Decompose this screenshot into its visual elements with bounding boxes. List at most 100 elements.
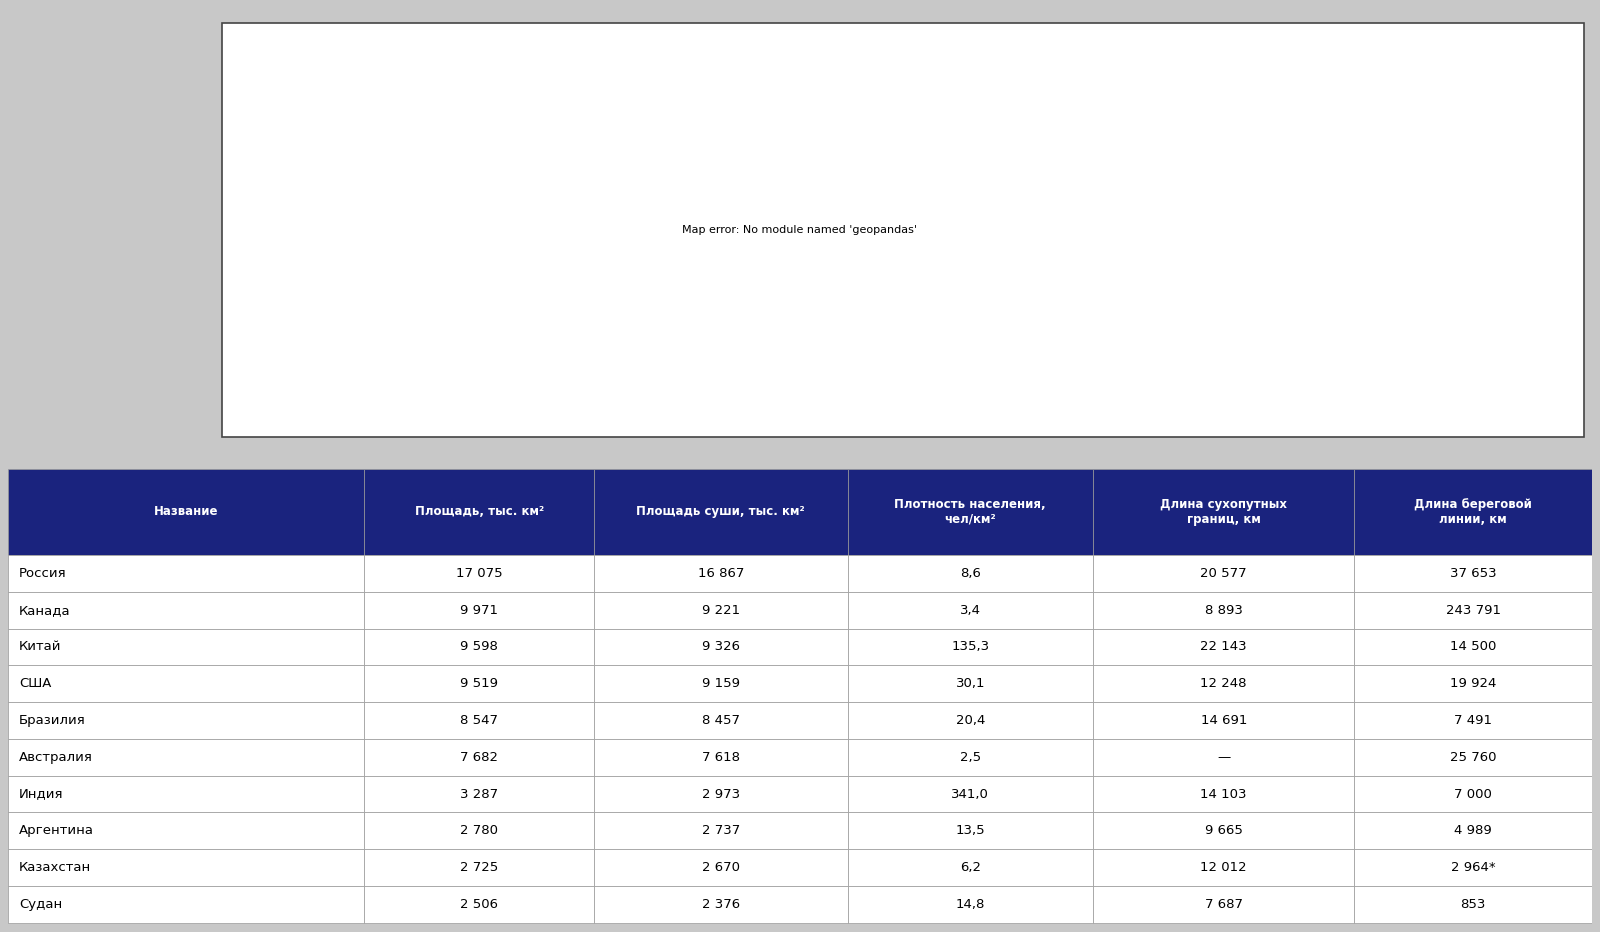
Text: Россия: Россия	[19, 567, 67, 580]
Bar	[365, 849, 594, 886]
Text: 7 491: 7 491	[1454, 714, 1493, 727]
Text: 25 760: 25 760	[1450, 751, 1496, 763]
Text: 4 989: 4 989	[1454, 824, 1493, 837]
Bar	[1093, 886, 1355, 923]
Text: 7 618: 7 618	[702, 751, 739, 763]
Text: 2 780: 2 780	[461, 824, 498, 837]
Bar	[365, 775, 594, 813]
Text: 37 653: 37 653	[1450, 567, 1496, 580]
Text: 8 893: 8 893	[1205, 604, 1243, 617]
Text: 12 012: 12 012	[1200, 861, 1246, 874]
Bar	[848, 555, 1093, 592]
Bar	[8, 886, 365, 923]
Bar	[594, 702, 848, 739]
Bar	[365, 702, 594, 739]
Text: 243 791: 243 791	[1446, 604, 1501, 617]
Bar	[1354, 739, 1592, 775]
Bar	[1354, 628, 1592, 665]
Bar	[8, 702, 365, 739]
Bar	[365, 665, 594, 702]
Bar	[365, 592, 594, 628]
Text: 2 376: 2 376	[702, 898, 739, 911]
Text: 2 737: 2 737	[702, 824, 739, 837]
Bar	[8, 469, 365, 555]
Bar	[1093, 775, 1355, 813]
Bar	[8, 628, 365, 665]
Text: 853: 853	[1461, 898, 1486, 911]
Bar	[594, 739, 848, 775]
Bar	[1093, 469, 1355, 555]
Text: 3 287: 3 287	[461, 788, 498, 801]
Text: 14 691: 14 691	[1200, 714, 1246, 727]
Bar	[1354, 555, 1592, 592]
Text: 2 670: 2 670	[702, 861, 739, 874]
Bar	[848, 739, 1093, 775]
Bar	[1354, 775, 1592, 813]
Bar	[848, 469, 1093, 555]
Text: Судан: Судан	[19, 898, 62, 911]
Bar	[848, 886, 1093, 923]
Text: 8,6: 8,6	[960, 567, 981, 580]
Text: 9 326: 9 326	[702, 640, 739, 653]
Bar	[848, 628, 1093, 665]
Text: Бразилия: Бразилия	[19, 714, 86, 727]
Bar	[365, 469, 594, 555]
Bar	[594, 628, 848, 665]
Bar	[1354, 849, 1592, 886]
Bar	[1354, 702, 1592, 739]
Bar	[848, 665, 1093, 702]
Text: 20 577: 20 577	[1200, 567, 1246, 580]
Bar	[594, 775, 848, 813]
Bar	[1093, 739, 1355, 775]
Text: Площадь суши, тыс. км²: Площадь суши, тыс. км²	[637, 505, 805, 518]
Text: 20,4: 20,4	[955, 714, 986, 727]
Text: 7 000: 7 000	[1454, 788, 1493, 801]
Text: 6,2: 6,2	[960, 861, 981, 874]
Bar	[594, 469, 848, 555]
Text: 12 248: 12 248	[1200, 678, 1246, 691]
Bar	[1354, 665, 1592, 702]
Bar	[594, 813, 848, 849]
Text: 9 971: 9 971	[461, 604, 498, 617]
Text: 9 598: 9 598	[461, 640, 498, 653]
Text: 3,4: 3,4	[960, 604, 981, 617]
Text: Аргентина: Аргентина	[19, 824, 94, 837]
Text: Казахстан: Казахстан	[19, 861, 91, 874]
Text: 341,0: 341,0	[952, 788, 989, 801]
Text: 8 457: 8 457	[702, 714, 739, 727]
Bar	[848, 849, 1093, 886]
Text: Австралия: Австралия	[19, 751, 93, 763]
Text: 30,1: 30,1	[955, 678, 986, 691]
Text: 2 973: 2 973	[702, 788, 739, 801]
Bar	[8, 775, 365, 813]
Text: Длина сухопутных
границ, км: Длина сухопутных границ, км	[1160, 498, 1288, 526]
Text: США: США	[19, 678, 51, 691]
Bar	[365, 555, 594, 592]
Text: Канада: Канада	[19, 604, 70, 617]
Bar	[8, 813, 365, 849]
Text: —: —	[1218, 751, 1230, 763]
Text: Индия: Индия	[19, 788, 64, 801]
Text: Китай: Китай	[19, 640, 61, 653]
Text: 17 075: 17 075	[456, 567, 502, 580]
Text: 2,5: 2,5	[960, 751, 981, 763]
Bar	[848, 813, 1093, 849]
Bar	[365, 886, 594, 923]
Text: 2 506: 2 506	[461, 898, 498, 911]
Bar	[1093, 702, 1355, 739]
Bar	[1093, 813, 1355, 849]
Text: 13,5: 13,5	[955, 824, 986, 837]
Text: 9 159: 9 159	[702, 678, 739, 691]
Text: 2 964*: 2 964*	[1451, 861, 1496, 874]
Text: 7 687: 7 687	[1205, 898, 1243, 911]
Bar	[365, 813, 594, 849]
Bar	[1093, 849, 1355, 886]
Bar	[8, 592, 365, 628]
Text: 16 867: 16 867	[698, 567, 744, 580]
Text: Площадь, тыс. км²: Площадь, тыс. км²	[414, 505, 544, 518]
Bar	[8, 849, 365, 886]
Text: 8 547: 8 547	[461, 714, 498, 727]
Text: 9 221: 9 221	[702, 604, 739, 617]
Text: 19 924: 19 924	[1450, 678, 1496, 691]
Text: 14 103: 14 103	[1200, 788, 1246, 801]
